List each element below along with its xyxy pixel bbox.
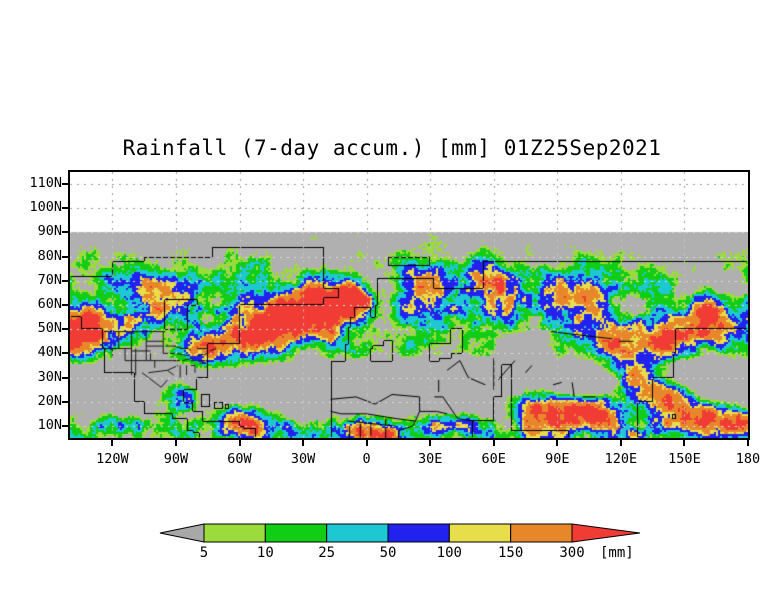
x-tick-label: 90E bbox=[545, 451, 570, 467]
x-tick-label: 30E bbox=[417, 451, 443, 467]
x-tick-label: 120E bbox=[604, 451, 638, 467]
colorbar-overflow-arrow bbox=[571, 523, 641, 543]
colorbar: [mm] 5 10 25 50 100 150 300 bbox=[0, 518, 784, 578]
x-tick-mark bbox=[619, 440, 622, 446]
colorbar-swatch bbox=[510, 523, 573, 543]
y-tick-label: 100N bbox=[29, 199, 62, 216]
x-tick-mark bbox=[683, 440, 686, 446]
rainfall-raster-map bbox=[70, 172, 748, 438]
colorbar-tick-label: 50 bbox=[379, 545, 397, 561]
x-tick-mark bbox=[365, 440, 368, 446]
colorbar-swatch bbox=[326, 523, 389, 543]
y-tick-mark bbox=[62, 183, 68, 186]
x-tick-label: 30W bbox=[290, 451, 316, 467]
colorbar-tick-label: 25 bbox=[318, 545, 336, 561]
y-tick-mark bbox=[62, 207, 68, 210]
y-tick-mark bbox=[62, 255, 68, 258]
colorbar-swatch bbox=[203, 523, 266, 543]
y-tick-label: 110N bbox=[29, 175, 62, 192]
x-tick-mark bbox=[747, 440, 749, 446]
y-tick-label: 70N bbox=[37, 271, 62, 288]
y-axis: 110N 100N 90N 80N 70N 60N 50N 40N 30N 20N 10N bbox=[0, 160, 68, 450]
colorbar-swatches bbox=[159, 523, 641, 543]
y-tick-mark bbox=[62, 400, 68, 403]
x-tick-mark bbox=[174, 440, 177, 446]
y-tick-label: 90N bbox=[37, 223, 62, 240]
x-tick-mark bbox=[238, 440, 241, 446]
colorbar-tick-label: 10 bbox=[256, 545, 274, 561]
y-tick-mark bbox=[62, 352, 68, 355]
x-tick-label: 90W bbox=[163, 451, 189, 467]
y-tick-label: 20N bbox=[37, 392, 62, 409]
colorbar-tick-label: 300 bbox=[559, 545, 585, 561]
colorbar-swatch bbox=[448, 523, 512, 543]
colorbar-tick-label: 150 bbox=[498, 545, 524, 561]
y-tick-label: 80N bbox=[37, 247, 62, 264]
x-tick-mark bbox=[302, 440, 305, 446]
y-tick-mark bbox=[62, 376, 68, 379]
y-tick-mark bbox=[62, 304, 68, 306]
colorbar-underflow-arrow bbox=[159, 523, 205, 543]
x-tick-label: 0 bbox=[362, 451, 371, 467]
y-tick-label: 60N bbox=[37, 296, 62, 312]
x-tick-label: 150E bbox=[668, 451, 701, 467]
x-tick-mark bbox=[111, 440, 114, 446]
x-tick-label: 60E bbox=[481, 451, 506, 467]
colorbar-tick-label: 100 bbox=[436, 545, 462, 561]
x-tick-label: 60W bbox=[227, 451, 252, 467]
y-tick-mark bbox=[62, 231, 68, 234]
y-tick-label: 50N bbox=[37, 320, 62, 337]
x-tick-label: 120W bbox=[96, 451, 129, 467]
colorbar-tick-label: 5 bbox=[199, 545, 209, 561]
x-tick-mark bbox=[492, 440, 495, 446]
y-tick-label: 10N bbox=[37, 416, 62, 433]
x-tick-label: 180 bbox=[735, 451, 761, 467]
x-tick-mark bbox=[429, 440, 432, 446]
y-tick-label: 30N bbox=[37, 368, 62, 385]
page-title: Rainfall (7-day accum.) [mm] 01Z25Sep202… bbox=[122, 136, 662, 160]
y-tick-mark bbox=[62, 424, 68, 427]
y-tick-mark bbox=[62, 328, 68, 331]
colorbar-unit-label: [mm] bbox=[600, 545, 634, 561]
y-tick-mark bbox=[62, 279, 68, 282]
x-tick-mark bbox=[556, 440, 559, 446]
y-tick-label: 40N bbox=[37, 344, 62, 361]
map-plot-area bbox=[68, 170, 750, 440]
x-axis: 120W 90W 60W 30W 0 30E 60E 90E 120E 150E 180 bbox=[0, 440, 784, 480]
colorbar-swatch bbox=[264, 523, 328, 543]
colorbar-swatch bbox=[387, 523, 450, 543]
